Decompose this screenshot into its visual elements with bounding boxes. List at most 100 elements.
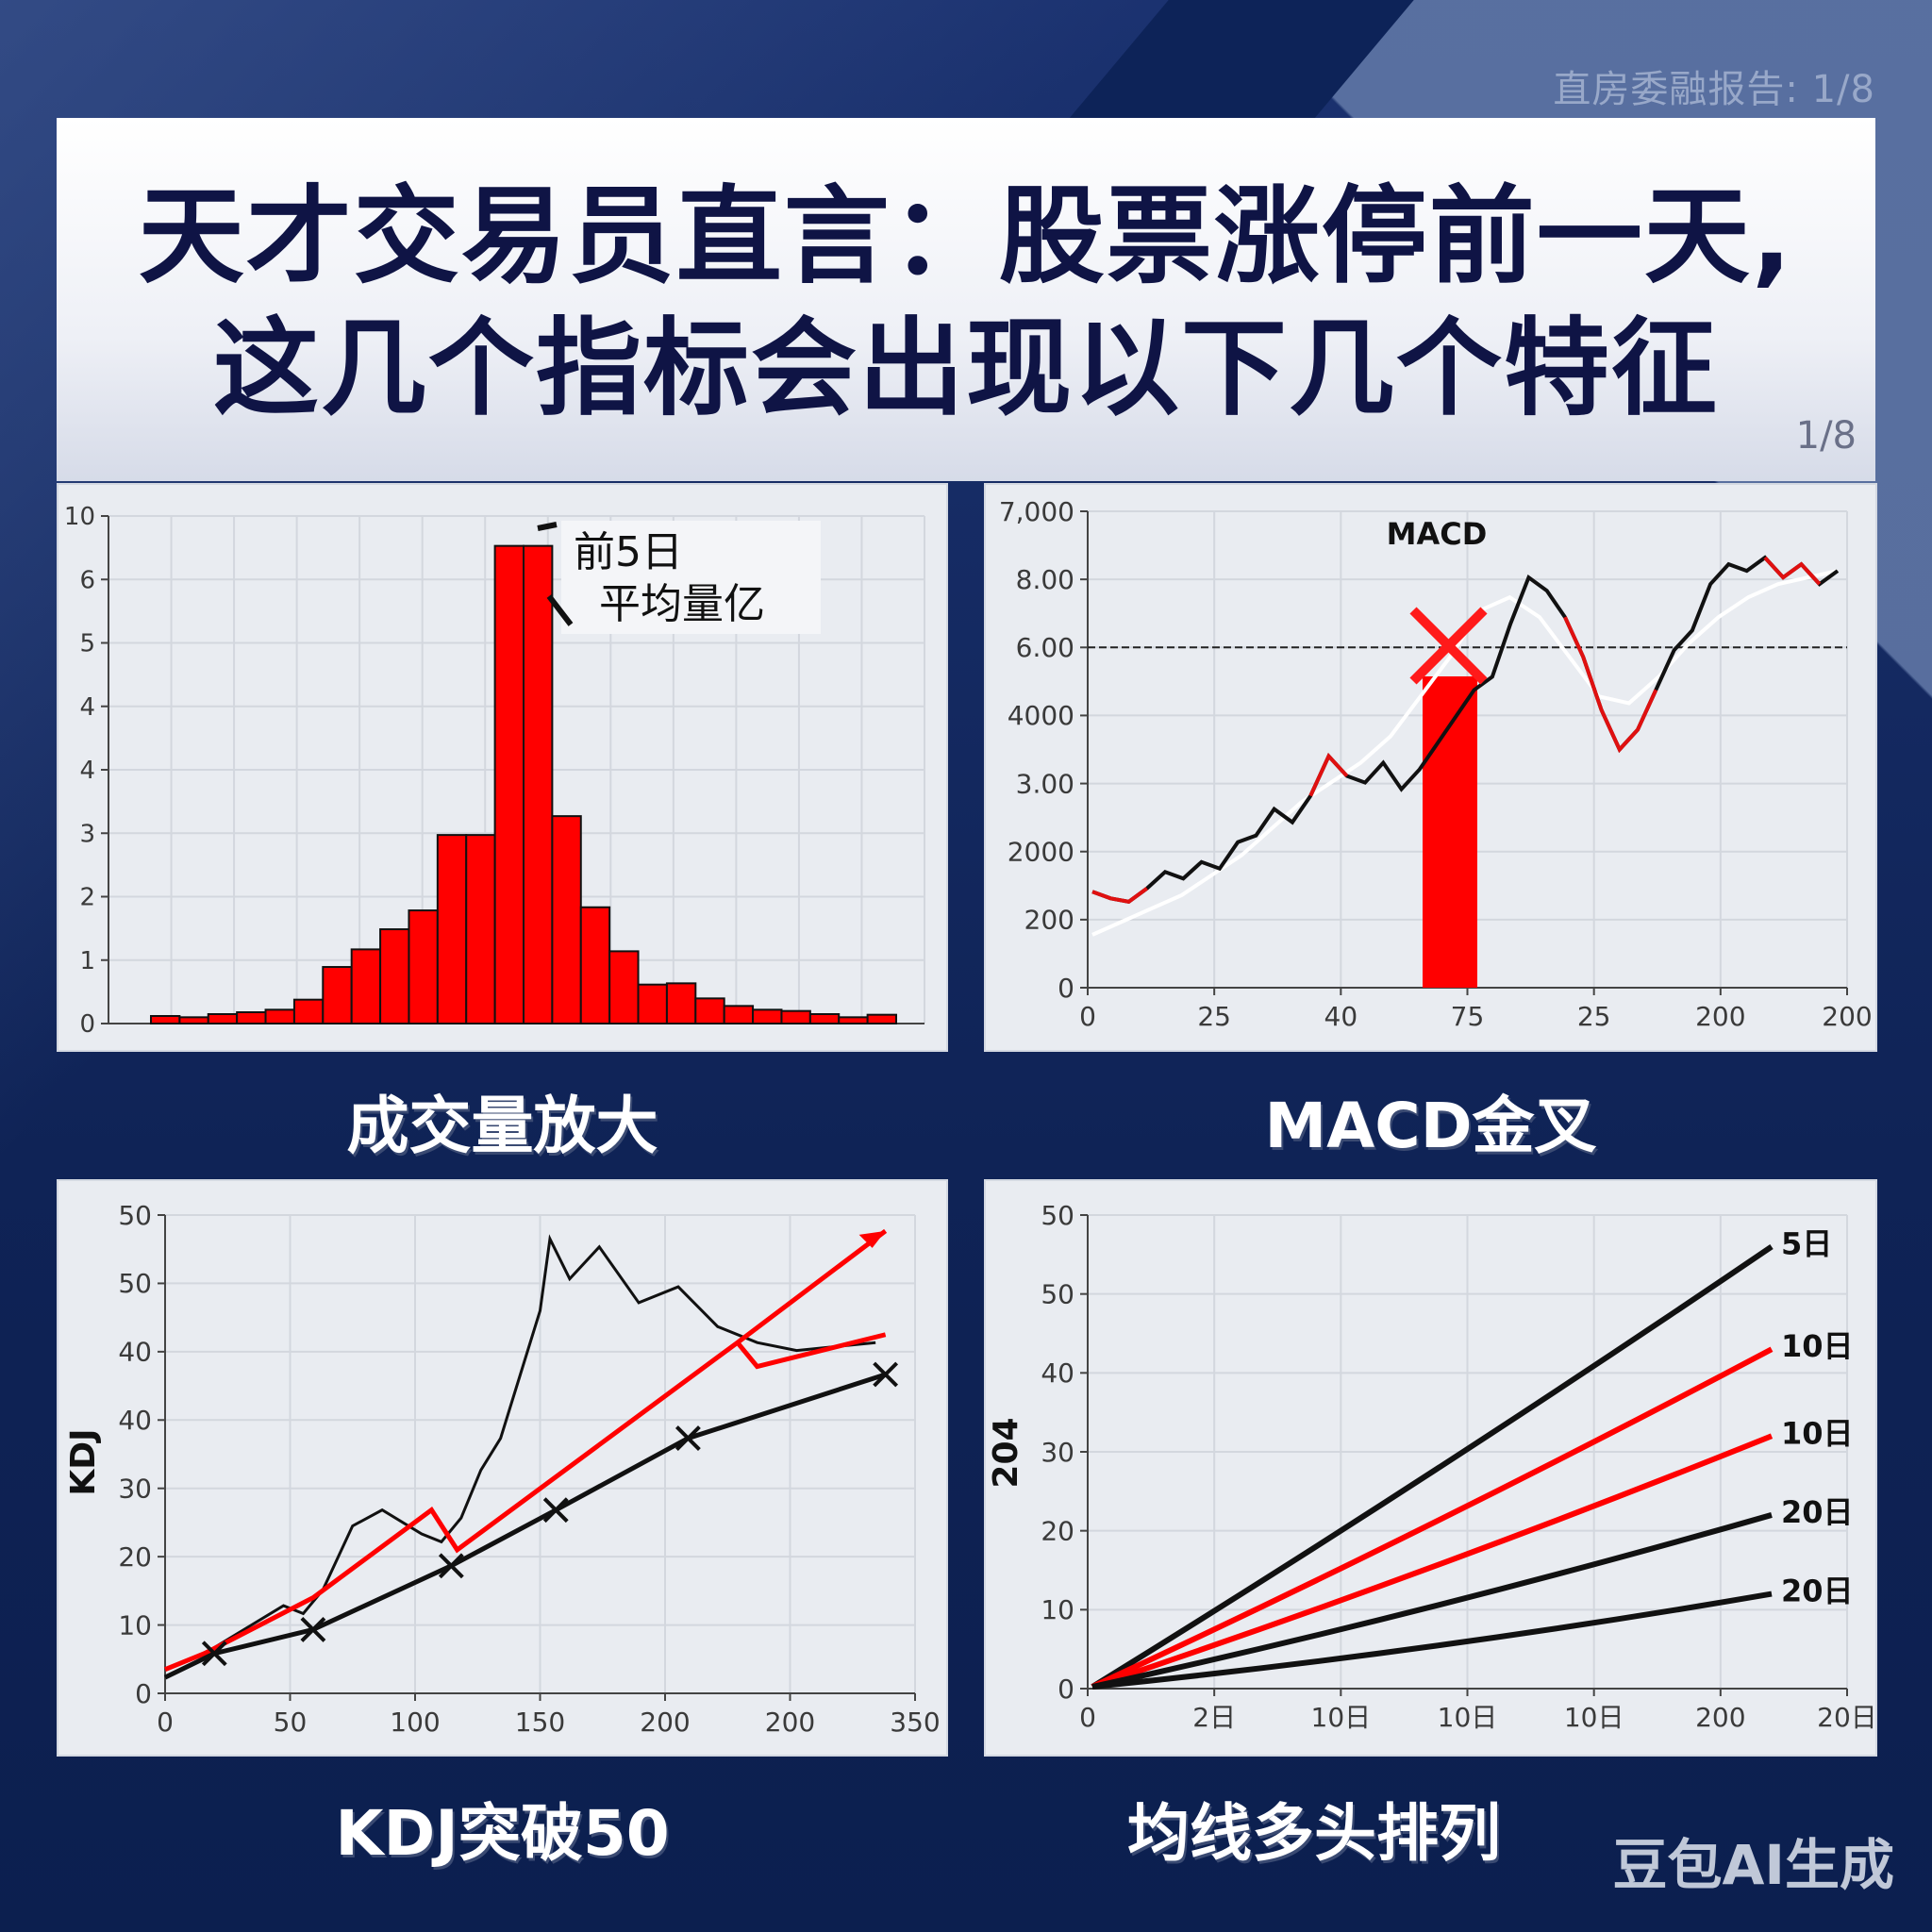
price-line-red <box>1091 887 1148 904</box>
ma-line <box>1091 1512 1773 1690</box>
price-line <box>1091 555 1840 904</box>
x-tick-label: 10日 <box>1564 1702 1624 1733</box>
caption-volume: 成交量放大 <box>346 1090 658 1162</box>
macd-chart-panel: 7,000 8.00 6.00 4000 3.00 2000 200 0 0 25 40 75 25 20… <box>984 483 1877 1052</box>
y-tick-label: 3 <box>79 820 95 848</box>
y-tick-label: 50 <box>118 1268 152 1299</box>
x-marker-icon <box>542 1497 569 1524</box>
cross-marker <box>1409 607 1488 685</box>
volume-bar <box>379 928 410 1024</box>
volume-bar <box>523 544 554 1025</box>
x-tick-label: 10日 <box>1438 1702 1498 1733</box>
volume-bar <box>236 1011 267 1025</box>
macd-label: MACD <box>1387 516 1488 552</box>
volume-bar <box>723 1005 755 1024</box>
volume-chart-panel: 10 6 5 4 4 3 2 1 0 前5日 平均量亿 <box>57 483 948 1052</box>
y-tick-label: 6 <box>79 566 95 594</box>
caption-macd: MACD金叉 <box>1264 1090 1597 1162</box>
y-tick-label: 50 <box>1041 1200 1074 1231</box>
x-tick-label: 2日 <box>1192 1702 1236 1733</box>
y-tick-label: 1 <box>79 947 95 975</box>
x-tick-label: 25 <box>1577 1001 1611 1032</box>
volume-bar <box>292 998 325 1024</box>
page-number: 1/8 <box>1795 414 1857 458</box>
y-tick-label: 40 <box>118 1337 152 1368</box>
grid <box>164 1214 916 1694</box>
y-tick-label: 0 <box>79 1010 95 1039</box>
y-tick-label: 2000 <box>1008 837 1074 868</box>
x-tick-label: 75 <box>1451 1001 1485 1032</box>
x-tick-label: 0 <box>1079 1702 1096 1733</box>
title-banner: 天才交易员直言：股票涨停前一天, 这几个指标会出现以下几个特征 1/8 <box>57 118 1875 481</box>
volume-bar <box>493 544 525 1025</box>
kdj-chart-panel: 50 50 40 40 30 20 10 0 0 50 100 150 200 200 350 KDJ <box>57 1179 948 1757</box>
x-marker-icon <box>438 1553 464 1579</box>
x-tick-label: 200 <box>640 1707 690 1738</box>
volume-bar <box>150 1015 181 1025</box>
y-tick-label: 50 <box>118 1200 152 1231</box>
volume-bar <box>780 1009 811 1024</box>
volume-bar <box>866 1013 897 1024</box>
x-marker-icon <box>675 1425 701 1452</box>
x-tick-label: 0 <box>1079 1001 1096 1032</box>
x-marker-icon <box>300 1616 326 1642</box>
volume-bar <box>551 815 582 1025</box>
ma-chart-panel: 50 50 40 30 20 10 0 0 2日 10日 10日 10日 200 20日 204 5日 10日 1… <box>984 1179 1877 1757</box>
price-line-red <box>1308 752 1349 797</box>
volume-bar <box>436 834 468 1024</box>
y-tick-label: 200 <box>1024 905 1074 936</box>
ma-line-label: 10日 <box>1781 1415 1854 1451</box>
volume-bar <box>752 1008 783 1025</box>
header-tag: 直房委融报告: 1/8 <box>1553 68 1875 111</box>
y-tick-label: 40 <box>118 1405 152 1436</box>
price-line-red <box>1563 616 1658 754</box>
y-tick-label: 8.00 <box>1016 564 1074 595</box>
ma-line-label: 20日 <box>1781 1494 1854 1530</box>
volume-bar <box>322 966 353 1024</box>
x-tick-label: 0 <box>157 1707 174 1738</box>
caption-kdj: KDJ突破50 <box>335 1797 670 1870</box>
kdj-series-line <box>735 1332 887 1370</box>
arrow-head-icon <box>858 1230 886 1248</box>
x-tick-label: 100 <box>390 1707 440 1738</box>
volume-bar <box>665 982 697 1024</box>
volume-bar <box>608 950 640 1025</box>
volume-bar <box>465 834 496 1024</box>
y-tick-label: 50 <box>1041 1278 1074 1309</box>
y-tick-label: 2 <box>79 884 95 912</box>
y-tick-label: 0 <box>135 1678 152 1709</box>
page-title-line2: 这几个指标会出现以下几个特征 <box>213 308 1719 430</box>
ma-line <box>1091 1591 1773 1690</box>
svg-text:前5日: 前5日 <box>574 528 683 576</box>
volume-bar <box>178 1016 209 1025</box>
y-tick-label: 4 <box>79 693 95 722</box>
y-tick-label: 0 <box>1058 973 1074 1004</box>
x-tick-label: 350 <box>890 1707 940 1738</box>
x-tick-label: 200 <box>1695 1001 1745 1032</box>
x-marker-icon <box>873 1361 899 1388</box>
y-tick-label: 4 <box>79 757 95 785</box>
x-tick-label: 200 <box>1695 1702 1745 1733</box>
ma-line <box>1091 1243 1774 1690</box>
kdj-series-line <box>164 1228 888 1672</box>
x-tick-label: 200 <box>1822 1001 1872 1032</box>
ma-line-label: 10日 <box>1781 1328 1854 1364</box>
y-tick-label: 20 <box>118 1541 152 1573</box>
volume-bar <box>637 983 668 1025</box>
ma-line-label: 20日 <box>1781 1574 1854 1609</box>
y-tick-label: 7,000 <box>999 496 1074 527</box>
y-tick-label: 10 <box>64 503 95 531</box>
watermark: 豆包AI生成 <box>1612 1833 1894 1897</box>
x-tick-label: 20日 <box>1817 1702 1877 1733</box>
y-tick-label: 20 <box>1041 1515 1074 1546</box>
y-tick-label: 10 <box>1041 1594 1074 1625</box>
volume-bar <box>808 1013 841 1024</box>
y-tick-label: 3.00 <box>1016 768 1074 799</box>
x-marker-icon <box>201 1641 227 1667</box>
ma-line <box>1091 1433 1774 1690</box>
x-tick-label: 200 <box>765 1707 815 1738</box>
y-tick-label: 0 <box>1058 1674 1074 1705</box>
ma-line <box>1091 1346 1774 1690</box>
volume-bar <box>579 906 611 1024</box>
